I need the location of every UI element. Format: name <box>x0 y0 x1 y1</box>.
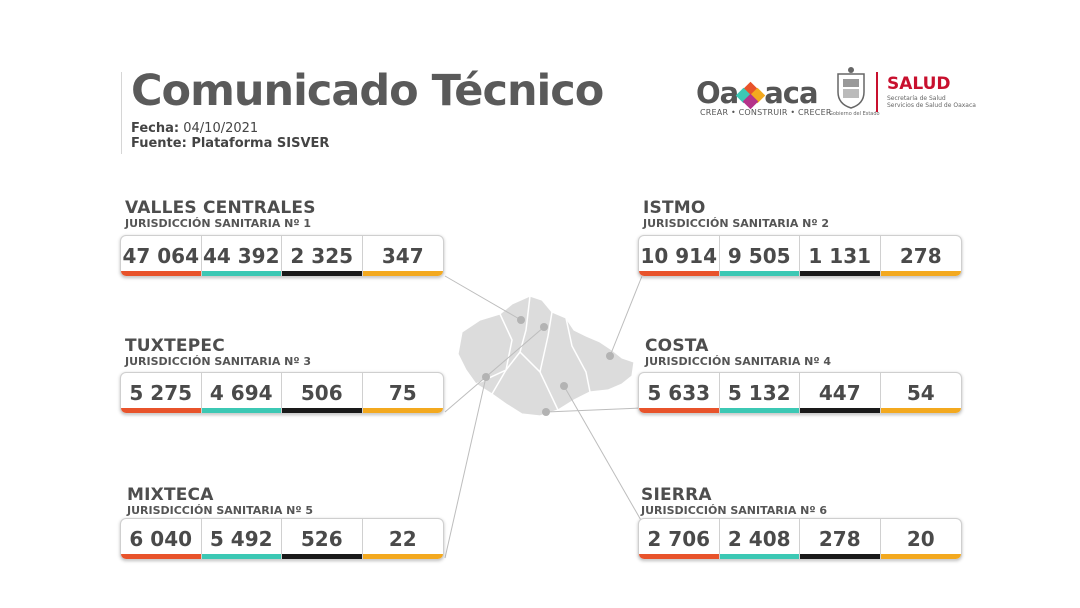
region-istmo: ISTMO JURISDICCIÓN SANITARIA Nº 2 <box>643 199 829 230</box>
stat-recovered: 2 408 <box>719 519 800 559</box>
stat-recovered: 44 392 <box>201 236 282 276</box>
map-outline <box>457 295 635 417</box>
region-name: COSTA <box>645 336 709 356</box>
source-line: Fuente: Plataforma SISVER <box>131 136 329 151</box>
stat-confirmed: 5 633 <box>639 373 720 413</box>
stats-box-valles-centrales: 47 064 44 392 2 325 347 <box>120 235 444 277</box>
oaxaca-tagline: CREAR • CONSTRUIR • CRECER <box>700 108 832 117</box>
region-name: VALLES CENTRALES <box>125 198 316 218</box>
stat-recovered: 5 132 <box>719 373 800 413</box>
region-name: ISTMO <box>643 198 706 218</box>
region-valles-centrales: VALLES CENTRALES JURISDICCIÓN SANITARIA … <box>125 199 316 230</box>
stat-confirmed: 10 914 <box>639 236 720 276</box>
oaxaca-logo-text-a: Oa <box>696 76 739 110</box>
oaxaca-logo-text-b: aca <box>764 76 818 110</box>
region-name: TUXTEPEC <box>125 336 225 356</box>
stats-box-sierra: 2 706 2 408 278 20 <box>638 518 962 560</box>
jurisdiction-label: JURISDICCIÓN SANITARIA Nº 4 <box>645 355 832 368</box>
region-costa: COSTA JURISDICCIÓN SANITARIA Nº 4 <box>645 337 831 368</box>
date-value: 04/10/2021 <box>183 121 259 136</box>
salud-logo: SALUD <box>887 74 951 94</box>
source-label: Fuente: Plataforma SISVER <box>131 136 330 151</box>
jurisdiction-label: JURISDICCIÓN SANITARIA Nº 5 <box>127 504 314 517</box>
stat-deaths: 278 <box>800 519 881 559</box>
salud-subtitle-2: Servicios de Salud de Oaxaca <box>887 102 976 109</box>
stat-confirmed: 47 064 <box>121 236 202 276</box>
stat-recovered: 5 492 <box>201 519 282 559</box>
jurisdiction-label: JURISDICCIÓN SANITARIA Nº 2 <box>643 217 830 230</box>
stat-confirmed: 6 040 <box>121 519 202 559</box>
seal-caption: Gobierno del Estado <box>829 111 880 117</box>
stat-active: 20 <box>880 519 961 559</box>
state-seal-icon <box>837 67 865 109</box>
stats-box-costa: 5 633 5 132 447 54 <box>638 372 962 414</box>
stat-confirmed: 5 275 <box>121 373 202 413</box>
stat-deaths: 2 325 <box>282 236 363 276</box>
stat-active: 22 <box>362 519 443 559</box>
stats-box-tuxtepec: 5 275 4 694 506 75 <box>120 372 444 414</box>
region-sierra: SIERRA JURISDICCIÓN SANITARIA Nº 6 <box>641 486 827 517</box>
stats-box-mixteca: 6 040 5 492 526 22 <box>120 518 444 560</box>
jurisdiction-label: JURISDICCIÓN SANITARIA Nº 6 <box>641 504 828 517</box>
region-tuxtepec: TUXTEPEC JURISDICCIÓN SANITARIA Nº 3 <box>125 337 311 368</box>
region-name: SIERRA <box>641 485 712 505</box>
stat-recovered: 4 694 <box>201 373 282 413</box>
stat-recovered: 9 505 <box>719 236 800 276</box>
oaxaca-logo: Oa aca <box>696 76 819 110</box>
stat-active: 54 <box>880 373 961 413</box>
region-name: MIXTECA <box>127 485 214 505</box>
stat-deaths: 526 <box>282 519 363 559</box>
salud-divider <box>876 72 878 112</box>
jurisdiction-label: JURISDICCIÓN SANITARIA Nº 3 <box>125 355 312 368</box>
stat-deaths: 1 131 <box>800 236 881 276</box>
page-title: Comunicado Técnico <box>131 66 604 116</box>
stat-deaths: 506 <box>282 373 363 413</box>
stat-deaths: 447 <box>800 373 881 413</box>
stat-active: 75 <box>362 373 443 413</box>
region-mixteca: MIXTECA JURISDICCIÓN SANITARIA Nº 5 <box>127 486 313 517</box>
stats-box-istmo: 10 914 9 505 1 131 278 <box>638 235 962 277</box>
title-divider <box>121 72 122 154</box>
stat-active: 347 <box>362 236 443 276</box>
stat-confirmed: 2 706 <box>639 519 720 559</box>
salud-subtitle-1: Secretaría de Salud <box>887 95 946 102</box>
date-line: Fecha: 04/10/2021 <box>131 121 258 136</box>
oaxaca-x-icon <box>735 81 766 110</box>
date-label: Fecha: <box>131 121 180 136</box>
stat-active: 278 <box>880 236 961 276</box>
jurisdiction-label: JURISDICCIÓN SANITARIA Nº 1 <box>125 217 312 230</box>
